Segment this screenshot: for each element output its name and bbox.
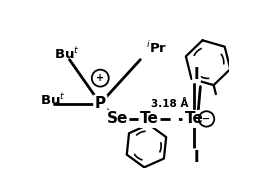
- Text: I: I: [193, 67, 199, 82]
- Text: Bu$^t$: Bu$^t$: [54, 46, 79, 61]
- Text: $^i$Pr: $^i$Pr: [146, 40, 167, 56]
- Text: −: −: [202, 114, 210, 124]
- Text: Te: Te: [184, 112, 203, 126]
- Text: I: I: [193, 150, 199, 165]
- Text: Se: Se: [106, 112, 128, 126]
- Text: +: +: [96, 73, 104, 83]
- Text: P: P: [94, 96, 105, 111]
- Text: 3.18 Å: 3.18 Å: [150, 99, 188, 109]
- Text: Bu$^t$: Bu$^t$: [40, 92, 66, 108]
- Text: Te: Te: [139, 112, 158, 126]
